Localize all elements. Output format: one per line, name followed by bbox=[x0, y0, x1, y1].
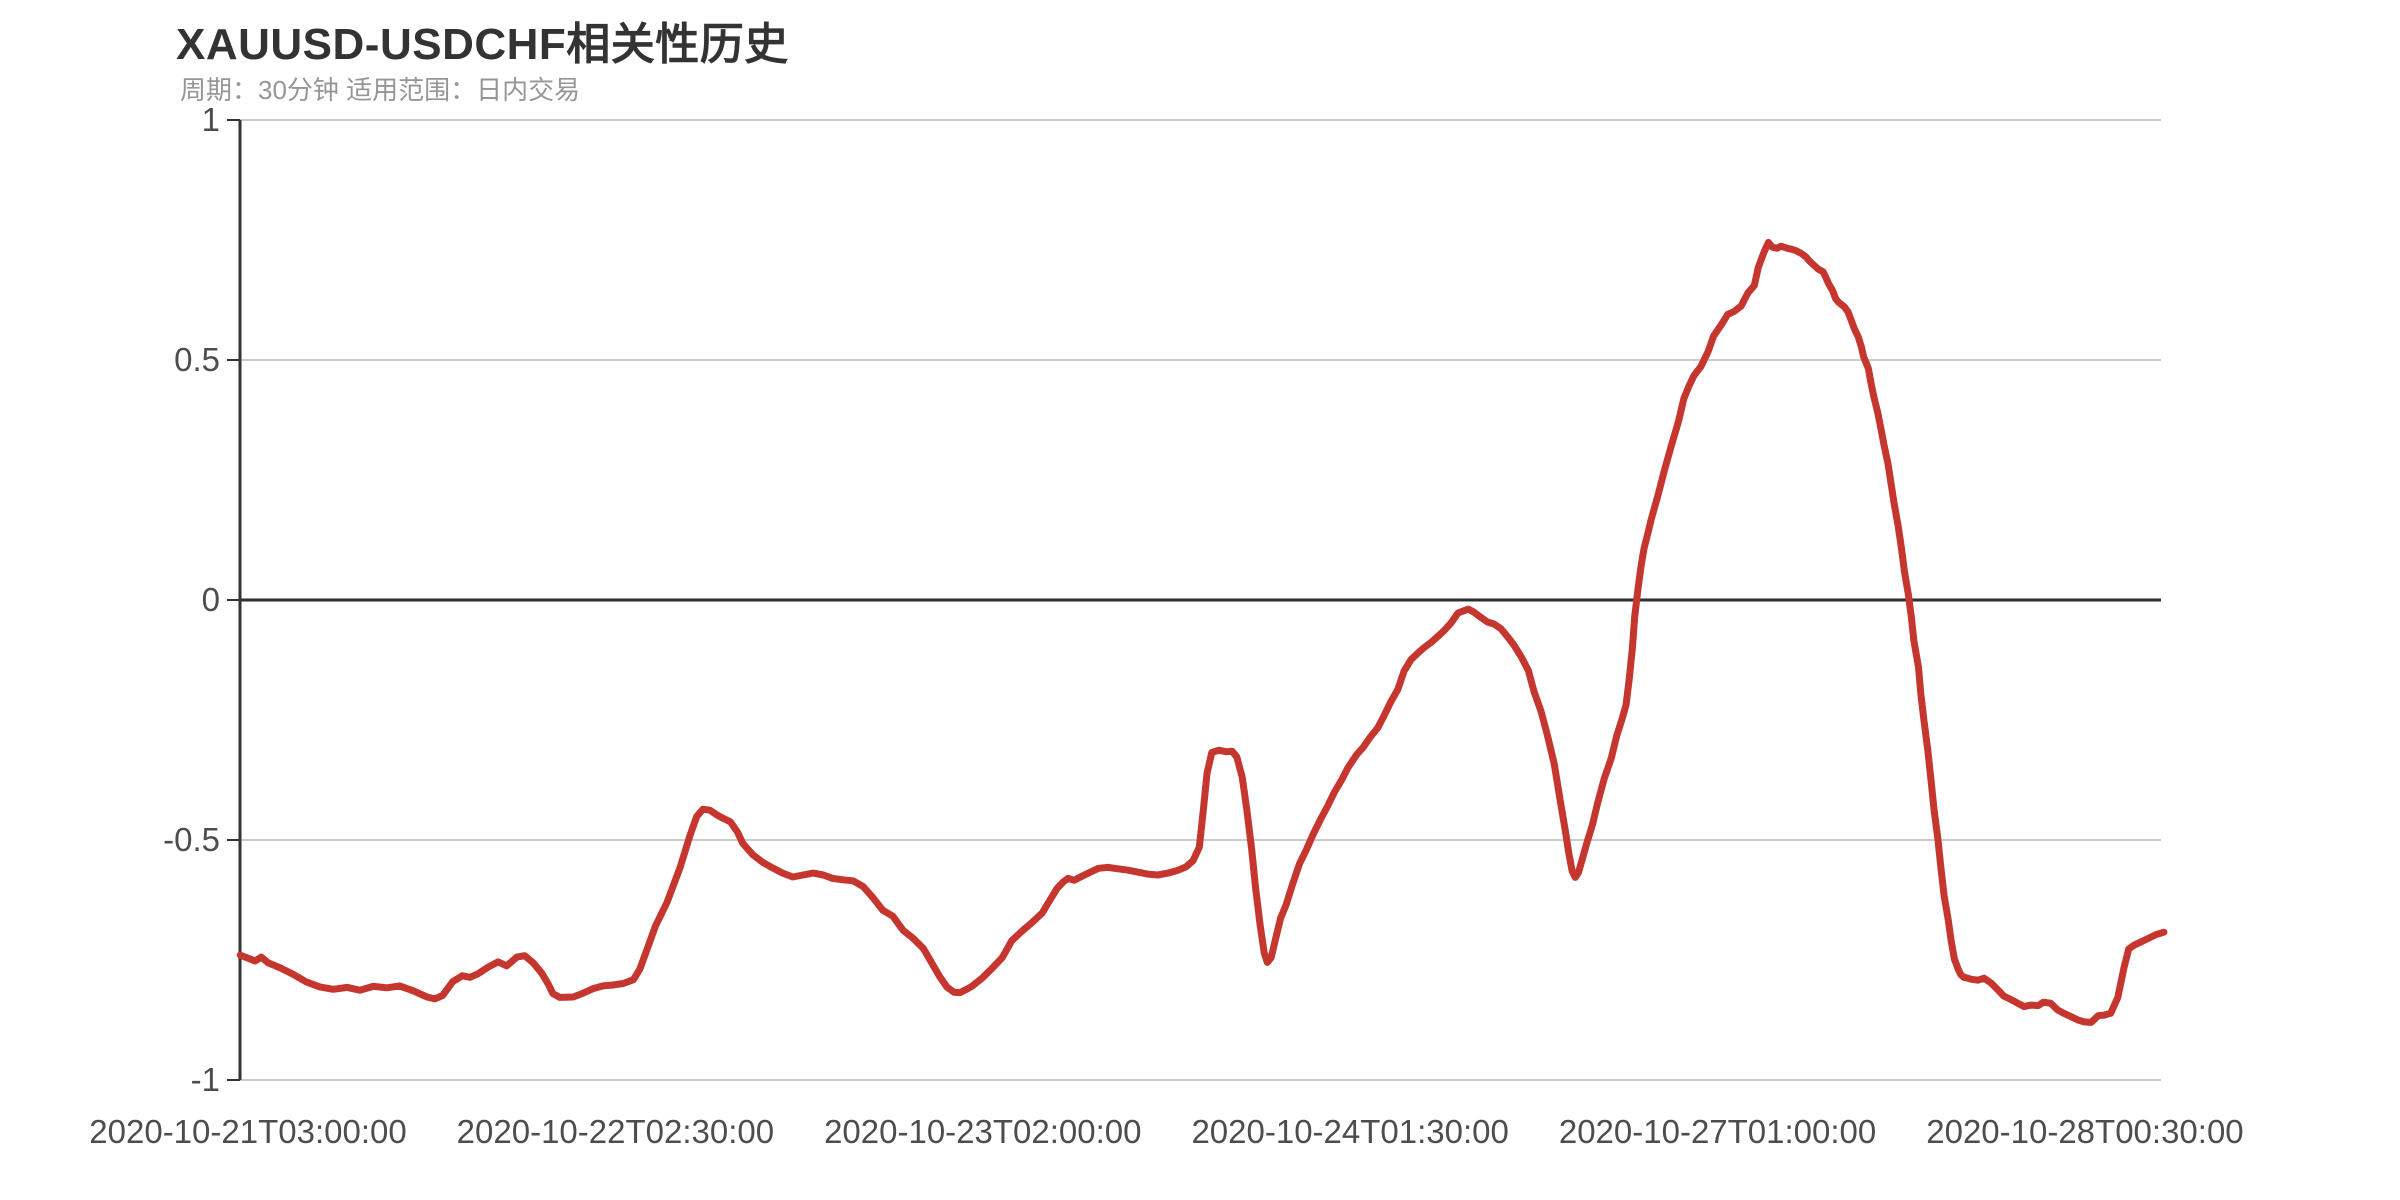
series-line bbox=[236, 238, 2168, 1026]
y-axis-label: 1 bbox=[202, 101, 220, 138]
x-axis-label: 2020-10-27T01:00:00 bbox=[1559, 1113, 1876, 1150]
x-axis-label: 2020-10-28T00:30:00 bbox=[1926, 1113, 2243, 1150]
y-axis-label: 0.5 bbox=[174, 341, 220, 378]
chart-subtitle: 周期：30分钟 适用范围：日内交易 bbox=[180, 75, 581, 105]
chart-title: XAUUSD-USDCHF相关性历史 bbox=[176, 20, 789, 69]
y-axis-label: -1 bbox=[191, 1061, 220, 1098]
x-axis-label: 2020-10-24T01:30:00 bbox=[1191, 1113, 1508, 1150]
y-axis-label: 0 bbox=[202, 581, 220, 618]
x-axis-label: 2020-10-21T03:00:00 bbox=[89, 1113, 406, 1150]
x-axis-label: 2020-10-23T02:00:00 bbox=[824, 1113, 1141, 1150]
x-axis-label: 2020-10-22T02:30:00 bbox=[457, 1113, 774, 1150]
y-axis-label: -0.5 bbox=[163, 821, 220, 858]
